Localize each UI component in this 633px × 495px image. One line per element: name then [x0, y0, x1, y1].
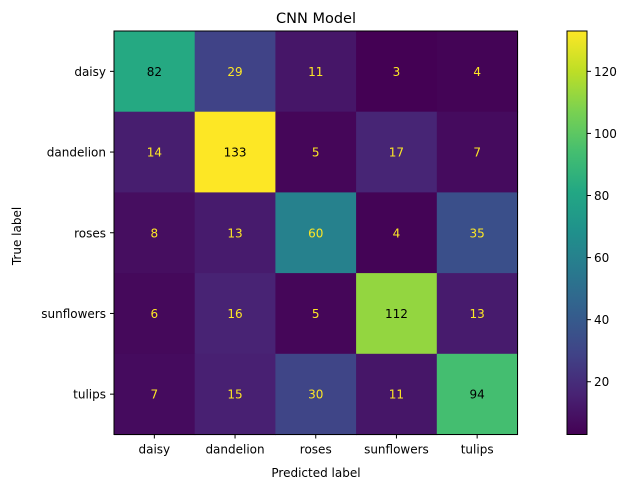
cell-value-label: 5	[312, 146, 320, 160]
heatmap-cell	[275, 353, 357, 436]
y-axis-ticks: daisy dandelion roses sunflowers tulips	[41, 65, 114, 402]
heatmap-cell	[356, 273, 438, 355]
cell-value-label: 13	[227, 226, 242, 240]
y-axis-label: True label	[10, 207, 24, 266]
heatmap-cell	[436, 273, 519, 355]
heatmap-cell	[356, 31, 438, 113]
cell-value-label: 13	[470, 307, 485, 321]
y-tick-label: roses	[74, 226, 106, 240]
colorbar-tick-label: 20	[594, 375, 609, 389]
colorbar-tick-label: 100	[594, 127, 617, 141]
heatmap-cell	[194, 111, 276, 193]
chart-title: CNN Model	[276, 11, 356, 27]
cell-value-label: 8	[151, 226, 159, 240]
heatmap-cell	[114, 31, 196, 113]
cell-value-label: 30	[308, 388, 323, 402]
colorbar	[566, 30, 588, 435]
cell-value-label: 4	[473, 65, 481, 79]
cell-value-label: 5	[312, 307, 320, 321]
heatmap-cell	[194, 31, 276, 113]
y-tick-label: sunflowers	[41, 307, 106, 321]
cell-value-label: 112	[385, 307, 408, 321]
cell-value-label: 4	[393, 226, 401, 240]
colorbar-tick-label: 120	[594, 65, 617, 79]
cell-value-label: 29	[227, 65, 242, 79]
cell-value-label: 11	[389, 388, 404, 402]
cell-value-label: 133	[224, 146, 247, 160]
cell-value-labels: 82 29 11 3 4 14 133 5 17 7 8 13 60 4 35 6 16 5 112 13 7 15 30 1…	[147, 65, 485, 402]
x-tick-label: daisy	[139, 443, 171, 457]
x-tick-label: dandelion	[205, 443, 264, 457]
heatmap-cell	[436, 31, 519, 113]
cell-value-label: 6	[151, 307, 159, 321]
heatmap-cell	[275, 192, 357, 274]
cell-value-label: 15	[227, 388, 242, 402]
cell-value-label: 35	[470, 226, 485, 240]
cell-value-label: 7	[151, 388, 159, 402]
heatmap-cell	[436, 353, 519, 436]
colorbar-tick-label: 40	[594, 313, 609, 327]
heatmap-cell	[194, 192, 276, 274]
cell-value-label: 7	[473, 146, 481, 160]
cell-value-label: 14	[147, 146, 162, 160]
heatmap-cell	[114, 273, 196, 355]
heatmap-cell	[356, 111, 438, 193]
heatmap-cell	[275, 273, 357, 355]
heatmap-cells	[114, 31, 519, 436]
y-tick-label: tulips	[73, 388, 106, 402]
heatmap-cell	[436, 192, 519, 274]
x-tick-label: tulips	[461, 443, 494, 457]
cell-value-label: 17	[389, 146, 404, 160]
heatmap-cell	[114, 111, 196, 193]
cell-value-label: 60	[308, 226, 323, 240]
heatmap-cell	[114, 192, 196, 274]
colorbar-ticks: 20 40 60 80 100 120	[587, 65, 617, 389]
x-axis-label: Predicted label	[271, 466, 360, 480]
y-tick-label: daisy	[74, 65, 106, 79]
cell-value-label: 94	[470, 388, 485, 402]
x-axis-ticks: daisy dandelion roses sunflowers tulips	[139, 434, 494, 457]
heatmap-cell	[436, 111, 519, 193]
heatmap-cell	[275, 31, 357, 113]
cell-value-label: 16	[227, 307, 242, 321]
heatmap-cell	[194, 353, 276, 436]
heatmap-cell	[356, 353, 438, 436]
colorbar-tick-label: 80	[594, 189, 609, 203]
cell-value-label: 11	[308, 65, 323, 79]
colorbar-tick-label: 60	[594, 251, 609, 265]
y-tick-label: dandelion	[47, 146, 106, 160]
x-tick-label: roses	[300, 443, 332, 457]
heatmap-cell	[356, 192, 438, 274]
cell-value-label: 3	[393, 65, 401, 79]
heatmap-cell	[194, 273, 276, 355]
cell-value-label: 82	[147, 65, 162, 79]
x-tick-label: sunflowers	[364, 443, 429, 457]
heatmap-cell	[275, 111, 357, 193]
heatmap-cell	[114, 353, 196, 436]
